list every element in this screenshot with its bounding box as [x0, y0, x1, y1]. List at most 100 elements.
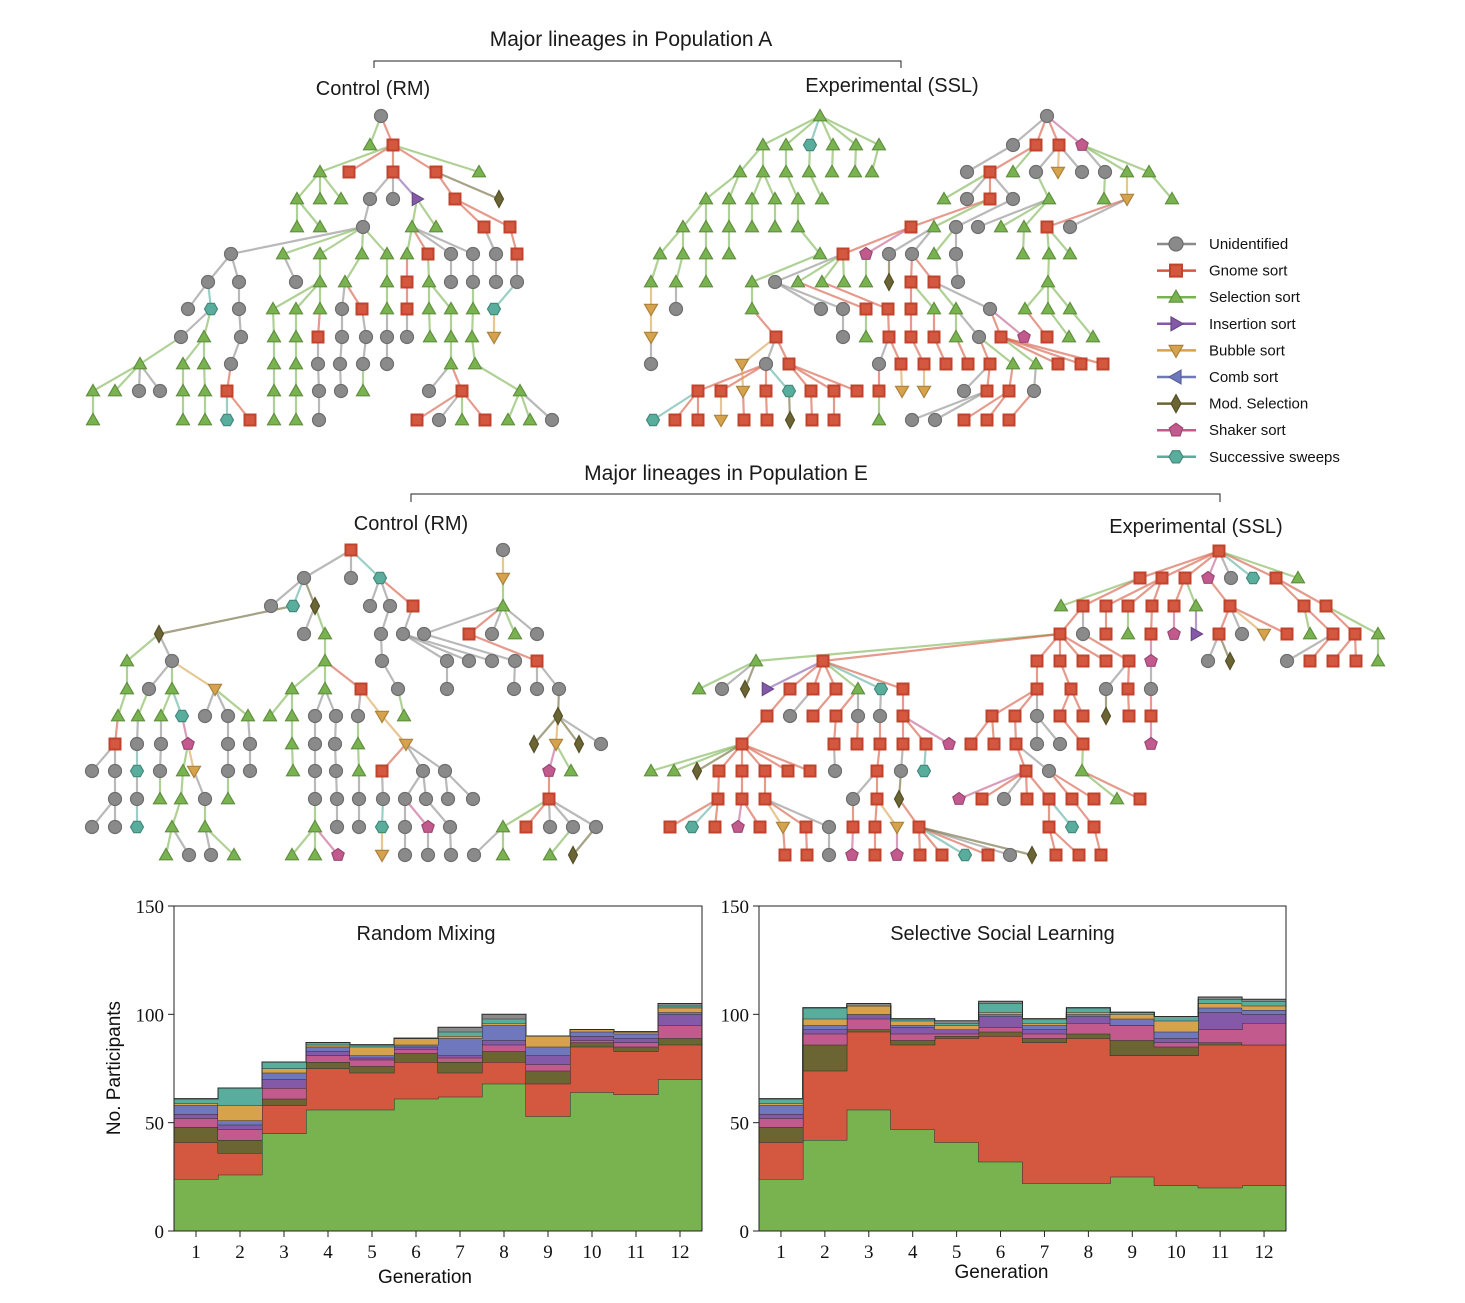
- lineage-edge: [1218, 549, 1299, 580]
- lineage-node: [351, 791, 367, 807]
- lineage-node: [443, 847, 459, 863]
- lineage-node: [358, 329, 374, 345]
- lineage-node: [129, 820, 145, 834]
- lineage-edge: [934, 390, 988, 421]
- lineage-node: [781, 384, 797, 398]
- lineage-node: [510, 247, 524, 261]
- lineage-node: [263, 598, 279, 614]
- lineage-node: [164, 681, 180, 695]
- lineage-node: [643, 274, 659, 288]
- x-tick-label: 2: [235, 1242, 245, 1263]
- lineage-node: [1133, 792, 1147, 806]
- lineage-node: [307, 736, 323, 752]
- lineage-node: [712, 764, 726, 778]
- lineage-node: [439, 653, 455, 669]
- lineage-node: [284, 681, 300, 695]
- lineage-edge: [955, 198, 1014, 228]
- lineage-edge: [1060, 576, 1141, 608]
- lineage-node: [379, 356, 395, 372]
- lineage-node: [131, 383, 147, 399]
- lineage-edge: [911, 389, 988, 422]
- lineage-node: [872, 384, 886, 398]
- lineage-edge: [92, 363, 141, 392]
- lineage-node: [355, 302, 369, 316]
- lineage-node: [1052, 138, 1066, 152]
- lineage-node: [416, 626, 432, 642]
- lineage-node: [410, 413, 424, 427]
- lineage-node: [1040, 301, 1056, 315]
- lineage-node: [981, 848, 995, 862]
- lineage-node: [593, 736, 609, 752]
- lineage-node: [935, 848, 949, 862]
- lineage-node: [1005, 191, 1021, 207]
- lineage-node: [1087, 820, 1101, 834]
- lineage-node: [859, 302, 873, 316]
- lineage-edge: [910, 197, 991, 229]
- lineage-node: [466, 847, 482, 863]
- series-boundary: [759, 996, 1286, 1100]
- legend-item: Insertion sort: [1157, 316, 1297, 333]
- lineage-node: [1074, 164, 1090, 180]
- lineage-node: [418, 791, 434, 807]
- lineage-node: [748, 653, 764, 667]
- lineage-node: [1075, 137, 1089, 151]
- x-tick-label: 7: [455, 1242, 465, 1263]
- lineage-node: [1076, 737, 1090, 751]
- lineage-node: [495, 847, 511, 861]
- y-tick-label: 150: [136, 897, 165, 918]
- lineage-node: [507, 653, 523, 669]
- lineage-node: [675, 219, 691, 233]
- lineage-node: [1141, 164, 1157, 178]
- lineage-node: [397, 847, 413, 863]
- x-tick-label: 5: [952, 1242, 962, 1263]
- lineage-node: [872, 708, 888, 724]
- lineage-node: [1121, 682, 1135, 696]
- lineage-node: [1016, 219, 1032, 233]
- lineage-node: [312, 219, 328, 233]
- lineage-edge: [819, 115, 880, 146]
- lineage-node: [919, 737, 933, 751]
- lineage-node: [522, 412, 538, 426]
- lineage-node: [889, 821, 905, 835]
- lineage-node: [668, 301, 684, 317]
- lineage-node: [964, 737, 978, 751]
- lineage-node: [927, 330, 941, 344]
- lineage-node: [421, 301, 437, 315]
- population-e-experimental-tree: [643, 544, 1386, 865]
- lineage-node: [948, 329, 964, 343]
- lineage-edge: [1000, 336, 1059, 365]
- lineage-node: [565, 819, 581, 835]
- lineage-node: [512, 383, 528, 397]
- lineage-edge: [454, 198, 511, 228]
- lineage-node: [344, 543, 358, 557]
- lineage-node: [1064, 682, 1078, 696]
- lineage-node: [1061, 329, 1077, 343]
- lineage-node: [1040, 220, 1054, 234]
- x-tick-label: 12: [1255, 1242, 1274, 1263]
- lineage-node: [894, 385, 910, 399]
- lineage-node: [567, 845, 579, 865]
- lineage-node: [1109, 791, 1125, 805]
- x-tick-label: 6: [411, 1242, 421, 1263]
- lineage-node: [926, 301, 942, 315]
- lineage-node: [500, 412, 516, 426]
- lineage-node: [107, 383, 123, 397]
- lineage-node: [1326, 654, 1340, 668]
- lineage-edge: [411, 225, 474, 256]
- lineage-node: [220, 736, 236, 752]
- lineage-node: [912, 820, 926, 834]
- lineage-node: [175, 356, 191, 370]
- lineage-node: [332, 356, 348, 372]
- lineage-node: [107, 763, 123, 779]
- lineage-node: [362, 598, 378, 614]
- lineage-node: [175, 763, 191, 777]
- lineage-node: [904, 275, 918, 289]
- tree-nodes: [84, 542, 609, 865]
- lineage-edge: [533, 715, 559, 745]
- lineage-edge: [751, 252, 821, 284]
- lineage-node: [84, 763, 100, 779]
- lineage-node: [397, 791, 413, 807]
- lineage-node: [1053, 654, 1067, 668]
- lineage-node: [85, 412, 101, 426]
- lineage-node: [443, 356, 459, 370]
